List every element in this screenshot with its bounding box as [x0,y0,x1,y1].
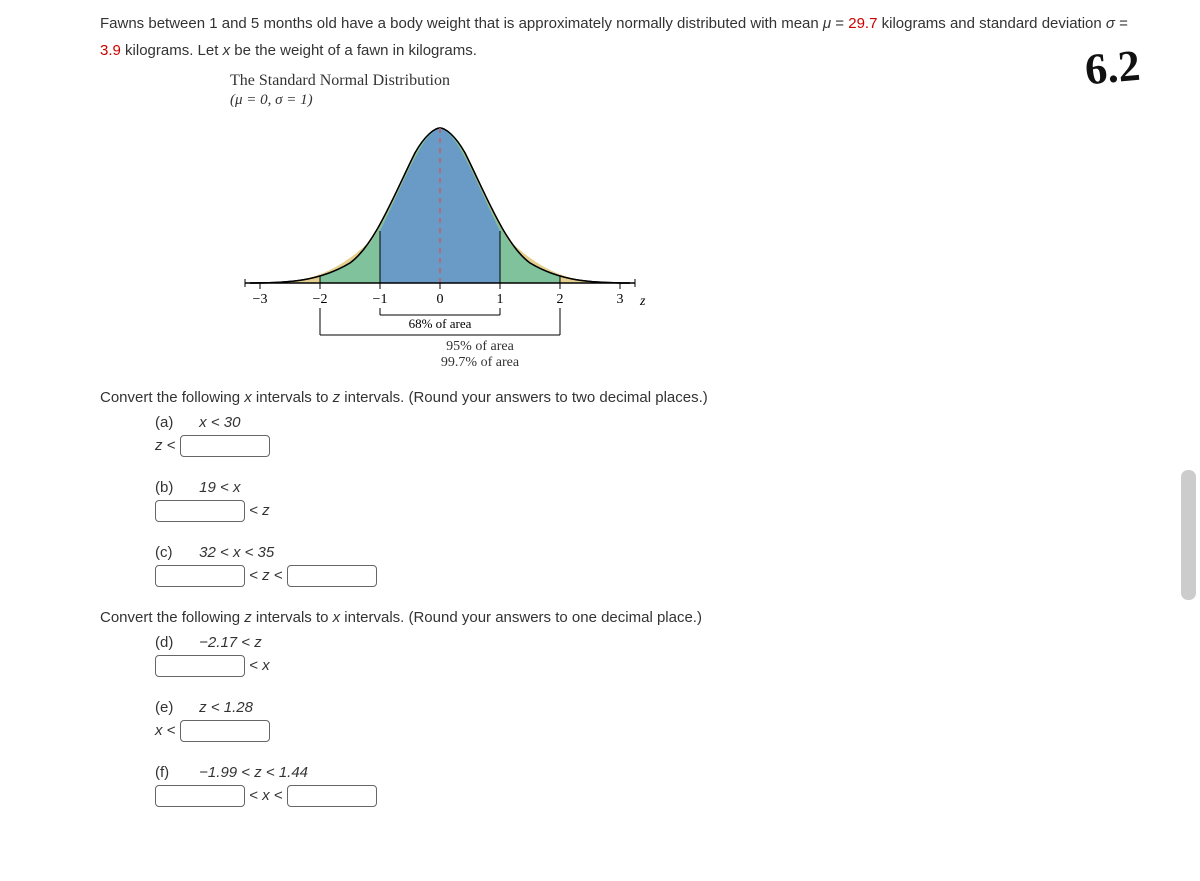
chart-title: The Standard Normal Distribution [230,72,730,90]
answer-input-d[interactable] [155,655,245,677]
tick-n3: −3 [253,292,268,307]
part-d-label: (d) [155,634,195,651]
bell-curve-svg: −3 −2 −1 0 1 2 3 z 68% of area [230,113,660,343]
axis-label-z: z [639,294,646,309]
tick-0: 0 [437,292,444,307]
answer-input-c-high[interactable] [287,565,377,587]
scrollbar-thumb[interactable] [1181,470,1196,600]
mu-value: 29.7 [848,15,877,32]
part-f: (f) −1.99 < z < 1.44 < x < [155,764,1200,807]
sigma-value: 3.9 [100,42,121,59]
part-e-label: (e) [155,699,195,716]
part-e: (e) z < 1.28 x < [155,699,1200,742]
part-b-rhs: < z [249,502,269,519]
instruction-z-to-x: Convert the following z intervals to x i… [100,609,1200,626]
answer-input-e[interactable] [180,720,270,742]
x-symbol: x [223,42,231,59]
answer-input-a[interactable] [180,435,270,457]
part-e-lhs: x < [155,722,180,739]
answer-input-b[interactable] [155,500,245,522]
answer-input-f-high[interactable] [287,785,377,807]
part-a: (a) x < 30 z < [155,414,1200,457]
part-a-label: (a) [155,414,195,431]
part-f-cond: −1.99 < z < 1.44 [199,764,308,781]
handwritten-annotation: 6.2 [1083,40,1142,96]
mu-symbol: μ [823,15,831,32]
area-68-label: 68% of area [409,316,472,331]
intro-tail1: kilograms. Let [121,42,223,59]
intro-mid: kilograms and standard deviation [877,15,1105,32]
area-997-label: 99.7% of area [230,355,730,371]
eq-2: = [1115,15,1128,32]
part-b: (b) 19 < x < z [155,479,1200,522]
tick-n1: −1 [373,292,388,307]
tick-1: 1 [497,292,504,307]
part-e-cond: z < 1.28 [199,699,253,716]
part-d-rhs: < x [249,657,269,674]
part-d: (d) −2.17 < z < x [155,634,1200,677]
part-b-cond: 19 < x [199,479,240,496]
tick-2: 2 [557,292,564,307]
normal-distribution-chart: The Standard Normal Distribution (μ = 0,… [230,72,730,371]
area-95-label: 95% of area [230,339,730,355]
intro-prefix: Fawns between 1 and 5 months old have a … [100,15,823,32]
part-d-cond: −2.17 < z [199,634,262,651]
part-c-cond: 32 < x < 35 [199,544,274,561]
part-a-cond: x < 30 [199,414,240,431]
instruction-x-to-z: Convert the following x intervals to z i… [100,389,1200,406]
chart-subtitle: (μ = 0, σ = 1) [230,92,730,109]
intro-tail2: be the weight of a fawn in kilograms. [230,42,477,59]
part-c-label: (c) [155,544,195,561]
problem-intro: Fawns between 1 and 5 months old have a … [100,10,1200,64]
part-f-label: (f) [155,764,195,781]
tick-3: 3 [617,292,624,307]
part-f-mid: < x < [249,787,287,804]
sigma-symbol: σ [1106,15,1115,32]
part-a-lhs: z < [155,437,180,454]
eq-1: = [831,15,848,32]
answer-input-c-low[interactable] [155,565,245,587]
tick-n2: −2 [313,292,328,307]
part-b-label: (b) [155,479,195,496]
part-c: (c) 32 < x < 35 < z < [155,544,1200,587]
part-c-mid: < z < [249,567,287,584]
answer-input-f-low[interactable] [155,785,245,807]
